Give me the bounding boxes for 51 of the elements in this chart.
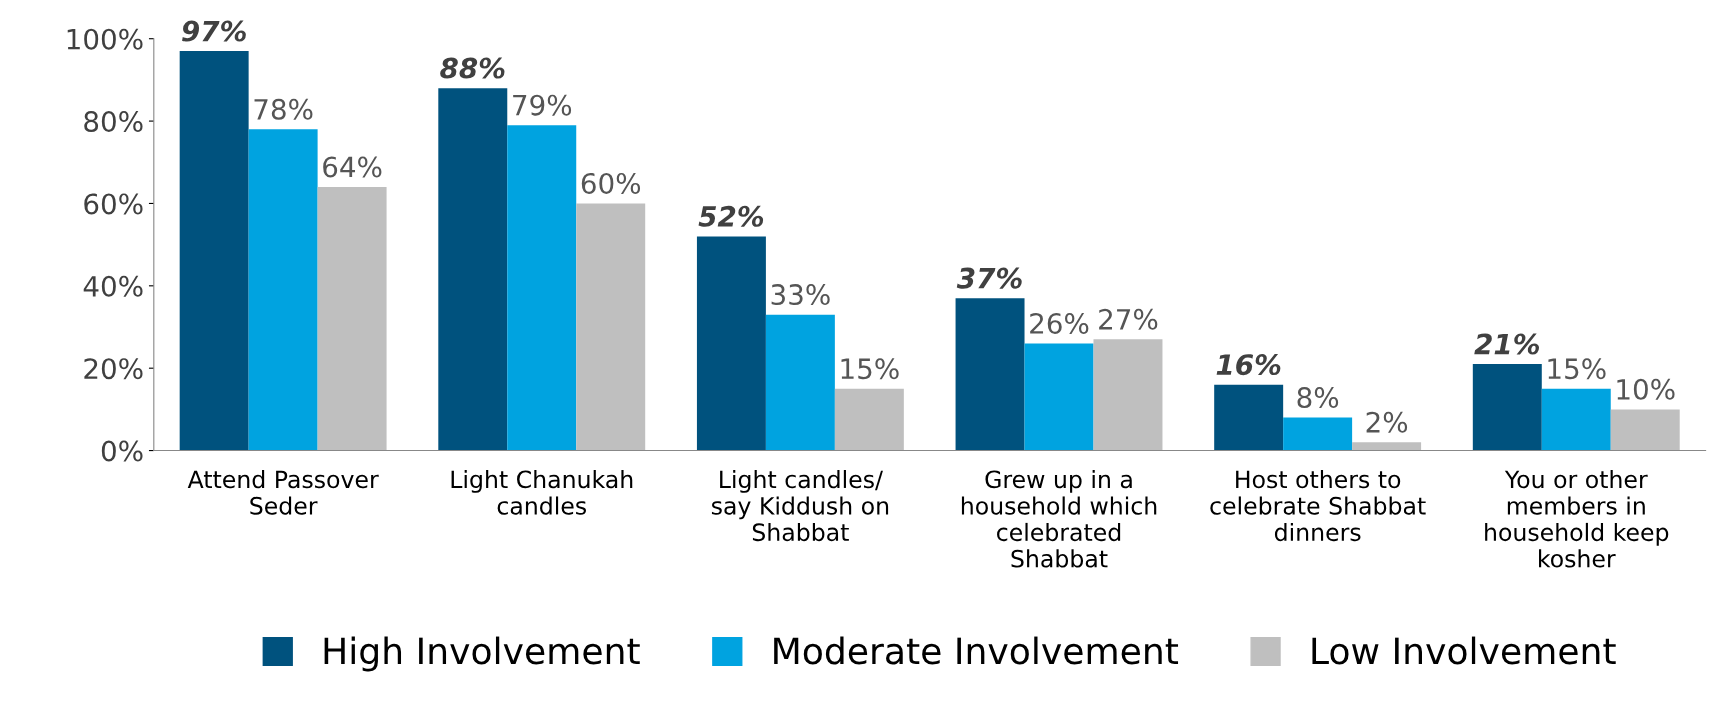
x-tick-label: Grew up in a household which celebrated Shabbat [961,470,1157,568]
data-label: 8% [1297,387,1339,409]
y-tick-label: 20% [84,358,143,380]
data-label: 15% [841,358,899,380]
bar [576,203,646,451]
bar [317,186,387,451]
x-tick-label: You or other members in household keep kosher [1485,470,1669,568]
x-tick-label: Host others to celebrate Shabbat dinners [1210,470,1426,542]
data-label: 2% [1366,411,1408,433]
bar [696,236,766,451]
x-tick-label: Attend Passover Seder [187,470,379,515]
bar [1093,339,1163,451]
bar [507,125,577,451]
data-label: 21% [1474,333,1540,355]
bar [1024,343,1094,451]
legend-label: Low Involvement [1312,636,1616,665]
data-label: 37% [956,267,1022,289]
y-tick-label: 0% [101,440,143,462]
bar [1541,388,1611,451]
x-tick-label: Light candles/ say Kiddush on Shabbat [711,470,889,542]
data-label: 33% [771,284,830,306]
y-tick-label: 60% [84,193,143,215]
bar [438,88,508,451]
data-label: 52% [698,205,764,227]
bar [834,388,904,451]
bar [1214,384,1284,451]
legend-label: High Involvement [324,636,640,672]
legend-label: Moderate Involvement [774,636,1179,665]
data-label: 97% [182,20,246,42]
bar [179,51,249,451]
data-label: 26% [1030,312,1089,334]
bar [248,129,318,451]
data-label: 27% [1099,308,1158,330]
data-label: 64% [323,156,382,178]
bar [1472,364,1542,451]
bar [955,298,1025,451]
y-tick-label: 80% [84,111,143,133]
data-label: 15% [1548,358,1606,380]
bar [1283,417,1353,451]
bar [765,314,835,451]
y-tick-label: 100% [67,28,143,50]
bar [1352,442,1422,451]
x-tick-label: Light Chanukah candles [451,470,633,515]
data-label: 16% [1216,354,1281,376]
bar [1610,409,1680,451]
data-label: 79% [513,94,572,116]
data-label: 60% [581,172,641,194]
y-tick-label: 40% [83,275,143,297]
data-label: 88% [440,57,505,79]
data-label: 10% [1617,378,1675,400]
data-label: 78% [254,98,313,120]
